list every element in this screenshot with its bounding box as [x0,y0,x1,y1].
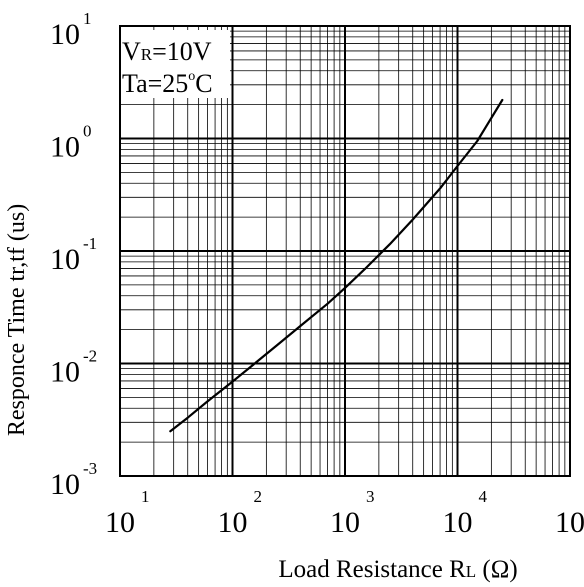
x-tick-labels: 10 1 10 2 10 3 10 4 10 [105,487,584,539]
y-tick-exponent: 1 [83,9,92,28]
series-layer [169,98,504,433]
annotation-ta-unit: C [195,69,212,98]
x-axis-label-sub: L [466,562,476,581]
y-tick-label: 10 [50,131,80,164]
y-tick-exponent: -3 [83,459,97,478]
x-tick-label: 10 [555,506,584,539]
annotation-box: VR=10V Ta=25oC [121,30,230,98]
plot-frame [119,25,571,477]
y-tick-exponent: -1 [83,234,97,253]
x-axis-label-unit: Ω [491,556,510,583]
y-axis-label: Responce Time tr,tf (us) [4,204,30,436]
y-tick-exponent: -2 [83,347,97,366]
annotation-ta-degree: o [188,69,195,84]
x-tick-exponent: 4 [479,487,488,506]
response-time-curve [169,98,504,433]
grid-lines [120,26,570,476]
y-tick-exponent: 0 [83,122,92,141]
annotation-background [121,30,230,98]
annotation-line-2: Ta=25oC [122,69,213,98]
x-tick-label: 10 [330,506,360,539]
annotation-ta-main: Ta=25 [122,69,188,98]
x-tick-label: 10 [218,506,248,539]
x-axis-label: Load Resistance RL (Ω) [278,556,517,583]
x-tick-exponent: 1 [141,487,150,506]
x-axis-label-open: ( [476,556,491,583]
annotation-line-1: VR=10V [122,37,212,66]
x-axis-label-main: Load Resistance R [278,556,466,583]
x-tick-exponent: 2 [254,487,263,506]
annotation-vr-sub: R [141,45,153,64]
x-tick-label: 10 [105,506,135,539]
annotation-vr-value: =10V [152,37,212,66]
x-tick-label: 10 [443,506,473,539]
x-axis-label-close: ) [509,556,517,583]
y-tick-label: 10 [50,468,80,501]
x-tick-exponent: 3 [366,487,375,506]
y-tick-label: 10 [50,356,80,389]
y-tick-label: 10 [50,243,80,276]
y-tick-label: 10 [50,18,80,51]
annotation-vr-main: V [122,37,141,66]
